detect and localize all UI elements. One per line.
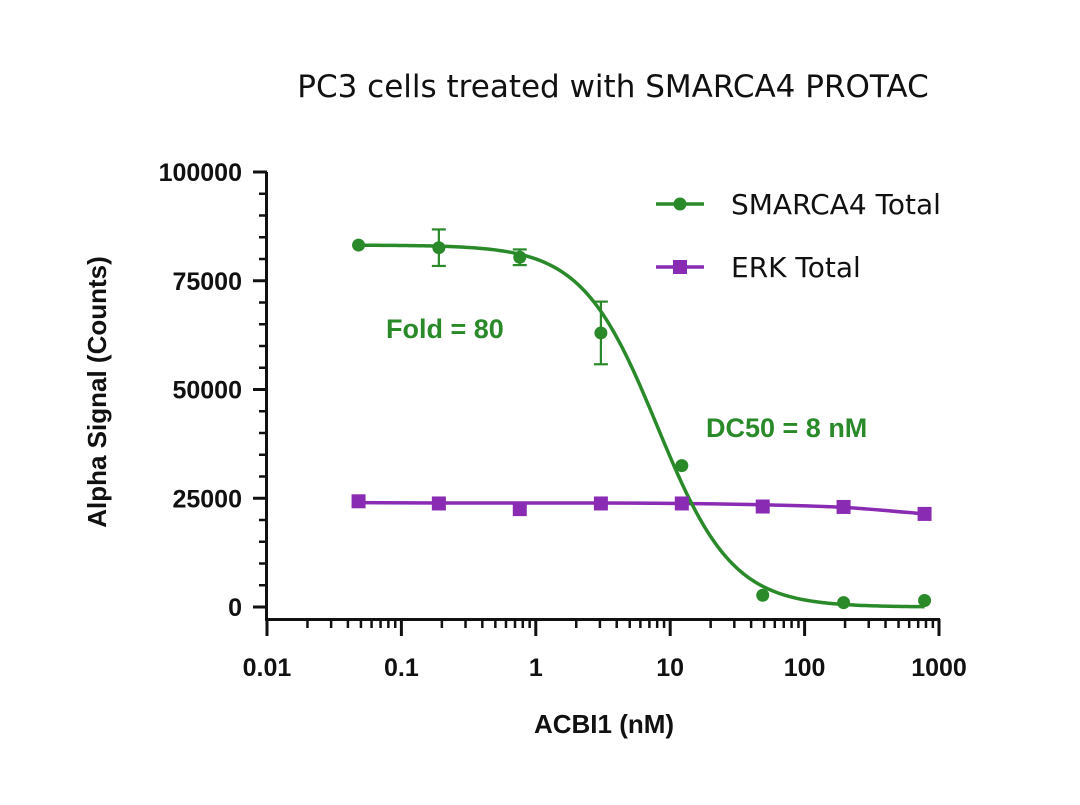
y-tick-label: 0	[228, 594, 242, 622]
y-axis-label: Alpha Signal (Counts)	[82, 256, 112, 528]
chart-title: PC3 cells treated with SMARCA4 PROTAC	[297, 69, 928, 105]
y-ticks: 0 25000 50000 75000 100000	[159, 159, 267, 622]
erk-total-point	[917, 506, 932, 521]
smarca4-total-point	[594, 326, 608, 340]
axes	[265, 172, 940, 621]
y-tick-label: 50000	[172, 377, 242, 405]
y-tick-label: 100000	[159, 159, 242, 187]
legend-marker	[673, 197, 687, 211]
smarca4-total-point	[352, 238, 366, 252]
smarca4-total-point	[918, 593, 932, 607]
x-tick-label: 0.1	[384, 654, 419, 682]
erk-total-point	[755, 499, 770, 514]
erk-total-point	[836, 499, 851, 514]
smarca4-total-point	[513, 250, 527, 264]
annotation-dc50: DC50 = 8 nM	[706, 413, 867, 443]
x-axis-label: ACBI1 (nM)	[534, 709, 674, 739]
legend-marker	[673, 260, 687, 274]
x-tick-label: 100	[784, 654, 826, 682]
smarca4-total-point	[432, 241, 446, 255]
smarca4-total-point	[756, 588, 770, 602]
legend: SMARCA4 Total ERK Total	[656, 188, 941, 284]
x-tick-label: 1000	[911, 654, 967, 682]
series-layer	[351, 228, 932, 610]
erk-total-point	[431, 496, 446, 511]
x-tick-label: 10	[656, 654, 684, 682]
legend-label: SMARCA4 Total	[731, 188, 941, 221]
x-ticks: 0.01 0.1 1 10 100 1000	[243, 619, 967, 682]
annotation-fold: Fold = 80	[386, 314, 504, 344]
x-tick-label: 0.01	[243, 654, 292, 682]
series-smarca4-total-line	[358, 243, 925, 609]
erk-total-point	[593, 496, 608, 511]
legend-label: ERK Total	[731, 251, 861, 284]
x-tick-label: 1	[529, 654, 543, 682]
y-tick-label: 75000	[172, 268, 242, 296]
smarca4-total-point	[675, 459, 689, 473]
erk-total-point	[351, 494, 366, 509]
erk-total-point	[674, 496, 689, 511]
y-tick-label: 25000	[172, 485, 242, 513]
smarca4-total-point	[837, 596, 851, 610]
erk-total-point	[512, 502, 527, 517]
